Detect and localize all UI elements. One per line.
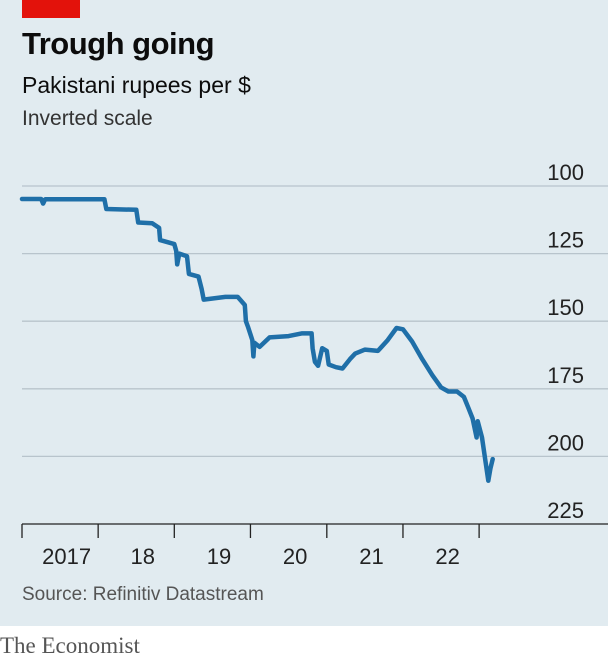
scale-note: Inverted scale bbox=[22, 107, 153, 130]
y-tick-label: 225 bbox=[547, 498, 584, 523]
chart-subtitle: Pakistani rupees per $ bbox=[22, 72, 251, 98]
x-tick-label: 22 bbox=[435, 544, 459, 569]
rupee-per-dollar-line bbox=[19, 196, 495, 483]
x-tick-label: 19 bbox=[207, 544, 231, 569]
y-tick-label: 100 bbox=[547, 160, 584, 185]
source-note: Source: Refinitiv Datastream bbox=[22, 584, 264, 605]
chart-title: Trough going bbox=[22, 26, 215, 61]
publisher-brand: The Economist bbox=[0, 633, 140, 658]
y-tick-label: 150 bbox=[547, 295, 584, 320]
x-tick-label: 20 bbox=[283, 544, 307, 569]
x-tick-label: 18 bbox=[131, 544, 155, 569]
x-tick-label: 2017 bbox=[42, 544, 91, 569]
exchange-rate-chart: 100 125 150 175 200 225 2017 18 19 20 21 22 bbox=[19, 160, 608, 569]
y-tick-label: 175 bbox=[547, 363, 584, 388]
x-tick-label: 21 bbox=[359, 544, 383, 569]
y-tick-label: 125 bbox=[547, 228, 584, 253]
economist-red-tag bbox=[22, 0, 80, 18]
y-tick-label: 200 bbox=[547, 430, 584, 455]
chart-panel bbox=[0, 0, 608, 626]
